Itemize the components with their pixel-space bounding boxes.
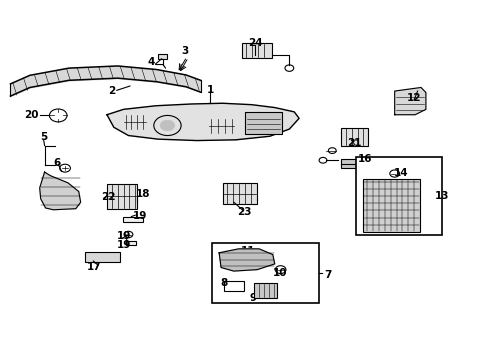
Text: 22: 22: [101, 192, 115, 202]
Text: 19: 19: [117, 231, 131, 240]
Text: 12: 12: [406, 93, 421, 103]
Text: 15: 15: [362, 204, 377, 214]
Text: 5: 5: [40, 132, 47, 142]
Text: 19: 19: [116, 240, 130, 250]
Bar: [122, 217, 143, 222]
Bar: [107, 184, 137, 209]
FancyBboxPatch shape: [212, 243, 318, 303]
Bar: [158, 54, 166, 59]
Circle shape: [160, 120, 174, 131]
Text: 3: 3: [181, 46, 188, 56]
Text: 8: 8: [220, 278, 227, 288]
Polygon shape: [394, 87, 425, 115]
Text: 2: 2: [108, 86, 115, 96]
Bar: [84, 252, 120, 262]
Polygon shape: [107, 103, 299, 140]
FancyBboxPatch shape: [355, 157, 442, 235]
Text: 20: 20: [23, 111, 38, 121]
Bar: [241, 43, 271, 58]
Text: 17: 17: [87, 262, 102, 272]
Bar: [362, 179, 419, 231]
Bar: [245, 112, 281, 134]
Text: 24: 24: [247, 38, 262, 48]
Text: 6: 6: [54, 158, 61, 168]
Text: 21: 21: [347, 139, 361, 148]
Bar: [254, 283, 276, 298]
Text: 13: 13: [434, 191, 448, 201]
Text: 11: 11: [241, 246, 255, 256]
Text: 4: 4: [147, 57, 154, 67]
Text: 14: 14: [393, 168, 408, 178]
Bar: [126, 240, 136, 244]
Polygon shape: [40, 172, 81, 210]
Polygon shape: [219, 249, 274, 271]
Bar: [224, 281, 243, 291]
Bar: [222, 183, 256, 204]
Text: 16: 16: [357, 154, 372, 164]
Text: 10: 10: [272, 267, 286, 278]
Text: 23: 23: [237, 207, 251, 217]
Bar: [340, 128, 367, 145]
Text: 9: 9: [249, 293, 256, 303]
Bar: [340, 159, 393, 168]
Text: 18: 18: [136, 189, 150, 199]
Text: 19: 19: [133, 211, 147, 221]
Text: 1: 1: [206, 85, 214, 95]
Text: 7: 7: [324, 270, 331, 280]
